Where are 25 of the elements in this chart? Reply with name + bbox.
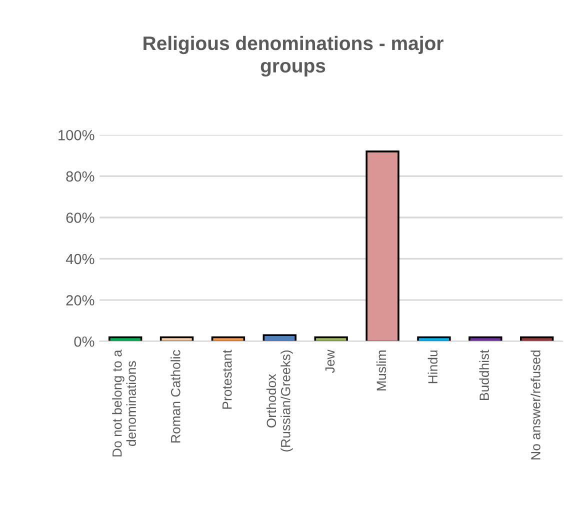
x-tick-label: Do not belong to a denominations [112, 350, 136, 456]
bar [468, 336, 502, 342]
y-tick-label: 100% [58, 130, 94, 140]
bar [262, 334, 297, 342]
y-tick-label: 0% [74, 336, 94, 347]
x-tick-label: Hindu [428, 350, 438, 384]
bar [366, 150, 400, 342]
y-tick-label: 80% [66, 171, 94, 182]
x-tick-label: Orthodox (Russian/Greeks) [266, 350, 293, 452]
bar [314, 336, 348, 342]
x-tick-label: Buddhist [479, 350, 489, 400]
bar [160, 336, 194, 342]
x-tick-label: Protestant [222, 350, 232, 409]
bar [211, 336, 246, 342]
bar [108, 336, 142, 342]
x-tick-label: Roman Catholic [170, 350, 180, 442]
chart-title: Religious denominations - major groups [144, 36, 444, 77]
x-tick-label: No answer/refused [530, 350, 540, 460]
x-tick-label: Jew [325, 350, 335, 373]
y-tick-label: 60% [66, 212, 94, 223]
x-tick-label: Muslim [376, 350, 386, 390]
bar [417, 336, 451, 342]
y-tick-label: 40% [66, 254, 94, 264]
y-tick-label: 20% [66, 295, 94, 306]
bar [520, 336, 554, 342]
